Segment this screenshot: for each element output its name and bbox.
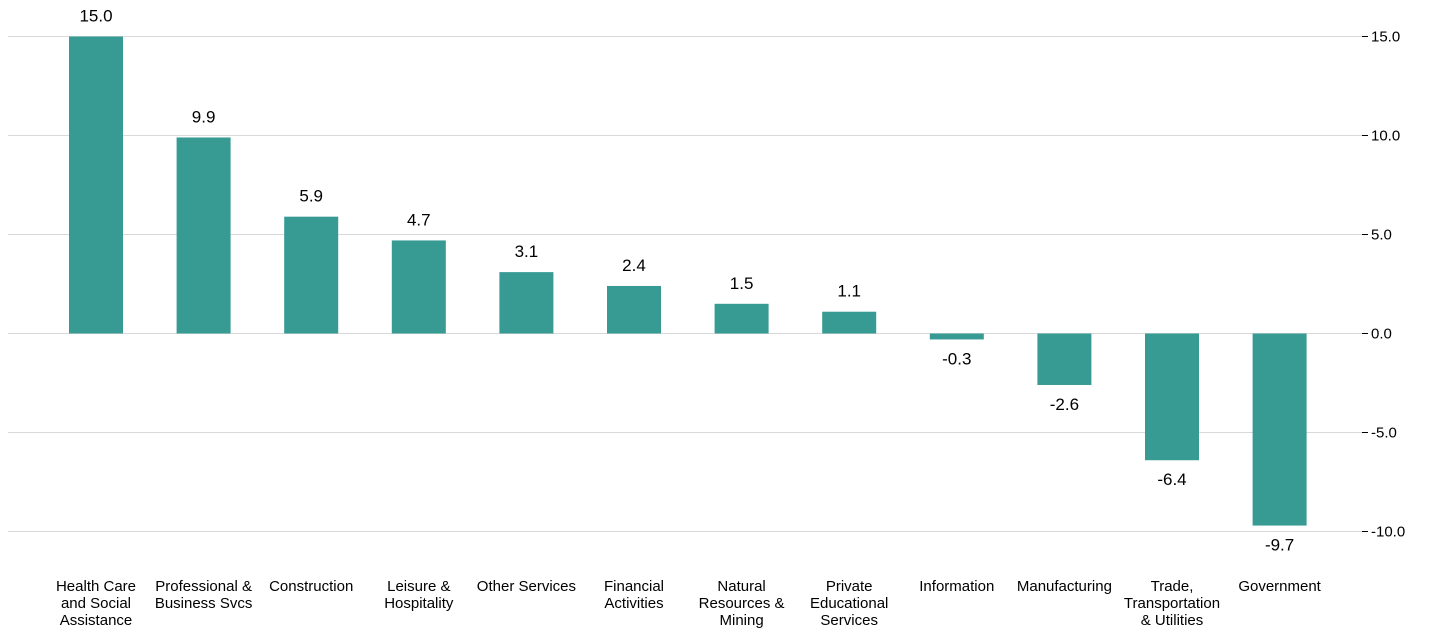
x-category-label-line: Educational <box>810 595 888 612</box>
bar <box>391 240 446 334</box>
y-tick-label: -5.0 <box>1371 425 1397 442</box>
x-axis-labels: Health Care and Social Assistance Professio… <box>56 578 1322 629</box>
y-axis: 15.0 10.0 5.0 0.0 -5.0 -10.0 <box>1362 29 1405 541</box>
x-category-label-line: Services <box>820 612 878 629</box>
bar <box>1252 333 1307 526</box>
x-category-label-line: and Social <box>61 595 131 612</box>
x-category-label: Natural Resources & Mining <box>699 578 785 629</box>
bar <box>69 36 123 334</box>
x-category-label-line: Information <box>919 578 994 595</box>
bar-value-label: 3.1 <box>515 242 539 261</box>
x-category-label-line: Health Care <box>56 578 136 595</box>
x-category-label: Manufacturing <box>1017 578 1112 595</box>
bar <box>822 311 877 334</box>
bar <box>1145 333 1199 461</box>
x-category-label-line: Manufacturing <box>1017 578 1112 595</box>
x-category-label: Other Services <box>477 578 576 595</box>
x-category-label: Private Educational Services <box>810 578 888 629</box>
x-category-label: Information <box>919 578 994 595</box>
x-category-label-line: Business Svcs <box>155 595 253 612</box>
bar-value-label: -0.3 <box>942 349 971 368</box>
x-category-label-line: Hospitality <box>384 595 454 612</box>
x-category-label-line: Activities <box>604 595 663 612</box>
x-category-label-line: Trade, <box>1151 578 1194 595</box>
bar-value-label: -2.6 <box>1050 395 1079 414</box>
bar <box>284 216 339 334</box>
y-tick-label: 15.0 <box>1371 29 1400 46</box>
bar-value-label: 2.4 <box>622 256 646 275</box>
x-category-label-line: Professional & <box>155 578 252 595</box>
bar-value-label: 15.0 <box>79 7 112 26</box>
x-category-label: Trade, Transportation & Utilities <box>1124 578 1220 629</box>
data-labels: 15.0 9.9 5.9 4.7 3.1 2.4 1.5 1.1 -0.3 -2.6 -6.4 -9.… <box>79 7 1294 555</box>
bar-value-label: 5.9 <box>299 187 323 206</box>
x-category-label-line: Construction <box>269 578 353 595</box>
gridlines <box>8 36 1362 532</box>
x-category-label-line: Government <box>1238 578 1321 595</box>
x-category-label-line: Financial <box>604 578 664 595</box>
x-category-label: Health Care and Social Assistance <box>56 578 136 629</box>
x-category-label-line: Assistance <box>60 612 133 629</box>
x-category-label: Financial Activities <box>604 578 664 612</box>
bar-value-label: 1.5 <box>730 274 754 293</box>
y-tick-label: 10.0 <box>1371 128 1400 145</box>
y-tick-label: 5.0 <box>1371 227 1392 244</box>
bar-value-label: 9.9 <box>192 107 216 126</box>
y-tick-label: 0.0 <box>1371 326 1392 343</box>
bar <box>714 303 769 334</box>
x-category-label-line: Private <box>826 578 873 595</box>
x-category-label: Government <box>1238 578 1321 595</box>
x-category-label: Professional & Business Svcs <box>155 578 253 612</box>
bar <box>1037 333 1092 385</box>
bar-value-label: 4.7 <box>407 210 431 229</box>
x-category-label-line: & Utilities <box>1141 612 1204 629</box>
bar <box>607 285 661 334</box>
bar-value-label: -9.7 <box>1265 536 1294 555</box>
x-category-label-line: Transportation <box>1124 595 1220 612</box>
bar-value-label: 1.1 <box>837 282 861 301</box>
x-category-label-line: Resources & <box>699 595 785 612</box>
bar <box>929 333 984 340</box>
bar <box>176 137 231 334</box>
bar-value-label: -6.4 <box>1157 470 1186 489</box>
x-category-label: Leisure & Hospitality <box>384 578 454 612</box>
bars <box>69 36 1307 526</box>
y-tick-label: -10.0 <box>1371 524 1405 541</box>
x-category-label-line: Mining <box>720 612 764 629</box>
bar <box>499 272 554 334</box>
x-category-label-line: Natural <box>717 578 765 595</box>
x-category-label-line: Leisure & <box>387 578 450 595</box>
x-category-label: Construction <box>269 578 353 595</box>
x-category-label-line: Other Services <box>477 578 576 595</box>
